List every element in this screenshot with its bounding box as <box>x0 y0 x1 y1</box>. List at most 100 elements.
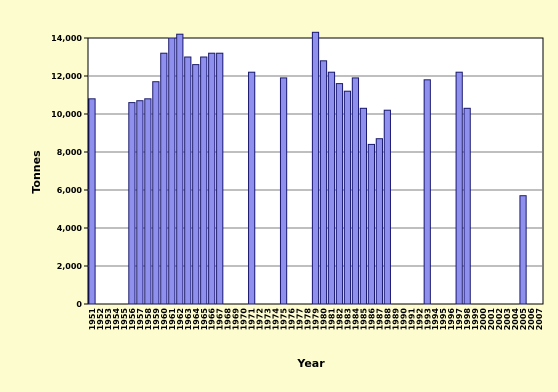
bar-1957 <box>136 100 144 305</box>
bar-1965 <box>200 56 208 305</box>
x-tick-label: 1995 <box>439 308 448 331</box>
x-tick-label: 2000 <box>479 308 488 331</box>
x-tick-label: 1962 <box>176 308 185 330</box>
x-tick-label: 1959 <box>152 308 161 331</box>
x-tick-label: 1968 <box>224 308 233 331</box>
x-tick-label: 1978 <box>304 308 313 331</box>
y-tick-label: 6,000 <box>57 186 83 195</box>
x-tick-label: 2004 <box>511 308 520 331</box>
bar-1985 <box>359 107 368 305</box>
bar-1964 <box>192 64 200 305</box>
x-tick-label: 1969 <box>232 308 241 331</box>
x-tick-label: 1952 <box>96 308 105 330</box>
bar-1980 <box>319 60 328 305</box>
bar-1979 <box>311 31 320 305</box>
x-tick-label: 1979 <box>312 308 321 331</box>
x-tick-label: 1999 <box>471 308 480 331</box>
bar-1967 <box>216 52 224 305</box>
bar-1997 <box>455 71 463 305</box>
bar-1956 <box>128 102 136 305</box>
bar-1961 <box>168 37 176 305</box>
x-tick-label: 1970 <box>240 308 249 331</box>
x-tick-label: 1957 <box>136 308 145 330</box>
x-tick-label: 2003 <box>503 308 512 330</box>
x-tick-label: 1984 <box>351 308 360 331</box>
bar-1998 <box>463 107 471 305</box>
y-tick-label: 14,000 <box>51 34 82 43</box>
x-tick-label: 1981 <box>327 308 336 331</box>
x-tick-label: 1990 <box>399 308 408 331</box>
x-tick-label: 1954 <box>112 308 121 331</box>
x-tick-label: 1976 <box>288 308 297 331</box>
bar-1959 <box>152 81 160 305</box>
bar-1975 <box>279 77 288 305</box>
bar-1987 <box>375 138 383 305</box>
x-tick-label: 1985 <box>359 308 368 331</box>
x-tick-label: 1980 <box>319 308 328 331</box>
x-tick-label: 1963 <box>184 308 193 330</box>
y-tick-label: 10,000 <box>51 110 82 119</box>
bar-1962 <box>176 33 184 305</box>
x-tick-label: 1967 <box>216 308 225 330</box>
y-tick-label: 0 <box>76 300 82 309</box>
y-tick-label: 8,000 <box>57 148 83 157</box>
y-tick-label: 12,000 <box>51 72 82 81</box>
x-tick-label: 1974 <box>272 308 281 331</box>
bar-1984 <box>351 77 360 305</box>
x-tick-label: 1956 <box>128 308 137 331</box>
x-tick-label: 1965 <box>200 308 209 331</box>
x-tick-label: 2007 <box>535 308 544 330</box>
x-tick-label: 1996 <box>447 308 456 331</box>
y-axis-ticks: 0 2,000 4,000 6,000 8,000 10,000 12,000 14,000 <box>51 34 88 309</box>
x-tick-label: 1993 <box>423 308 432 330</box>
x-tick-label: 1958 <box>144 308 153 331</box>
bar-1981 <box>327 71 336 305</box>
y-axis-title: Tonnes <box>30 150 43 194</box>
x-tick-label: 1971 <box>248 308 257 331</box>
bar-1960 <box>160 52 168 305</box>
x-tick-label: 1966 <box>208 308 217 331</box>
x-tick-label: 1991 <box>407 308 416 331</box>
x-tick-label: 1983 <box>343 308 352 330</box>
x-tick-label: 1997 <box>455 308 464 330</box>
bar-1971 <box>248 71 256 305</box>
x-tick-label: 1975 <box>280 308 289 331</box>
x-tick-label: 1987 <box>375 308 384 330</box>
x-tick-label: 1964 <box>192 308 201 331</box>
bar-1986 <box>367 143 375 305</box>
bar-series <box>88 31 527 305</box>
bar-1993 <box>423 79 431 305</box>
x-tick-label: 1998 <box>463 308 472 331</box>
bar-1958 <box>144 98 152 305</box>
bar-2005 <box>519 195 527 305</box>
y-tick-label: 2,000 <box>57 262 83 271</box>
x-tick-label: 1960 <box>160 308 169 331</box>
bar-1963 <box>184 56 192 305</box>
x-tick-label: 1972 <box>256 308 265 330</box>
bar-1983 <box>343 90 352 305</box>
x-tick-label: 1982 <box>335 308 344 330</box>
x-tick-label: 1977 <box>296 308 305 330</box>
x-tick-label: 2005 <box>519 308 528 331</box>
x-tick-label: 1953 <box>104 308 113 330</box>
bar-1966 <box>208 52 216 305</box>
bar-1951 <box>88 98 96 305</box>
x-tick-label: 1951 <box>88 308 97 331</box>
bar-1982 <box>335 83 344 305</box>
x-axis-ticks: 1951195219531954195519561957195819591960… <box>88 308 544 331</box>
x-tick-label: 1992 <box>415 308 424 330</box>
x-tick-label: 1989 <box>391 308 400 331</box>
x-tick-label: 1986 <box>367 308 376 331</box>
x-tick-label: 2001 <box>487 308 496 331</box>
x-tick-label: 1973 <box>264 308 273 330</box>
bar-1988 <box>383 109 391 305</box>
x-tick-label: 2002 <box>495 308 504 330</box>
x-tick-label: 1961 <box>168 308 177 331</box>
x-tick-label: 2006 <box>527 308 536 331</box>
x-axis-title: Year <box>296 357 325 370</box>
x-tick-label: 1955 <box>120 308 129 331</box>
y-tick-label: 4,000 <box>57 224 83 233</box>
x-tick-label: 1994 <box>431 308 440 331</box>
